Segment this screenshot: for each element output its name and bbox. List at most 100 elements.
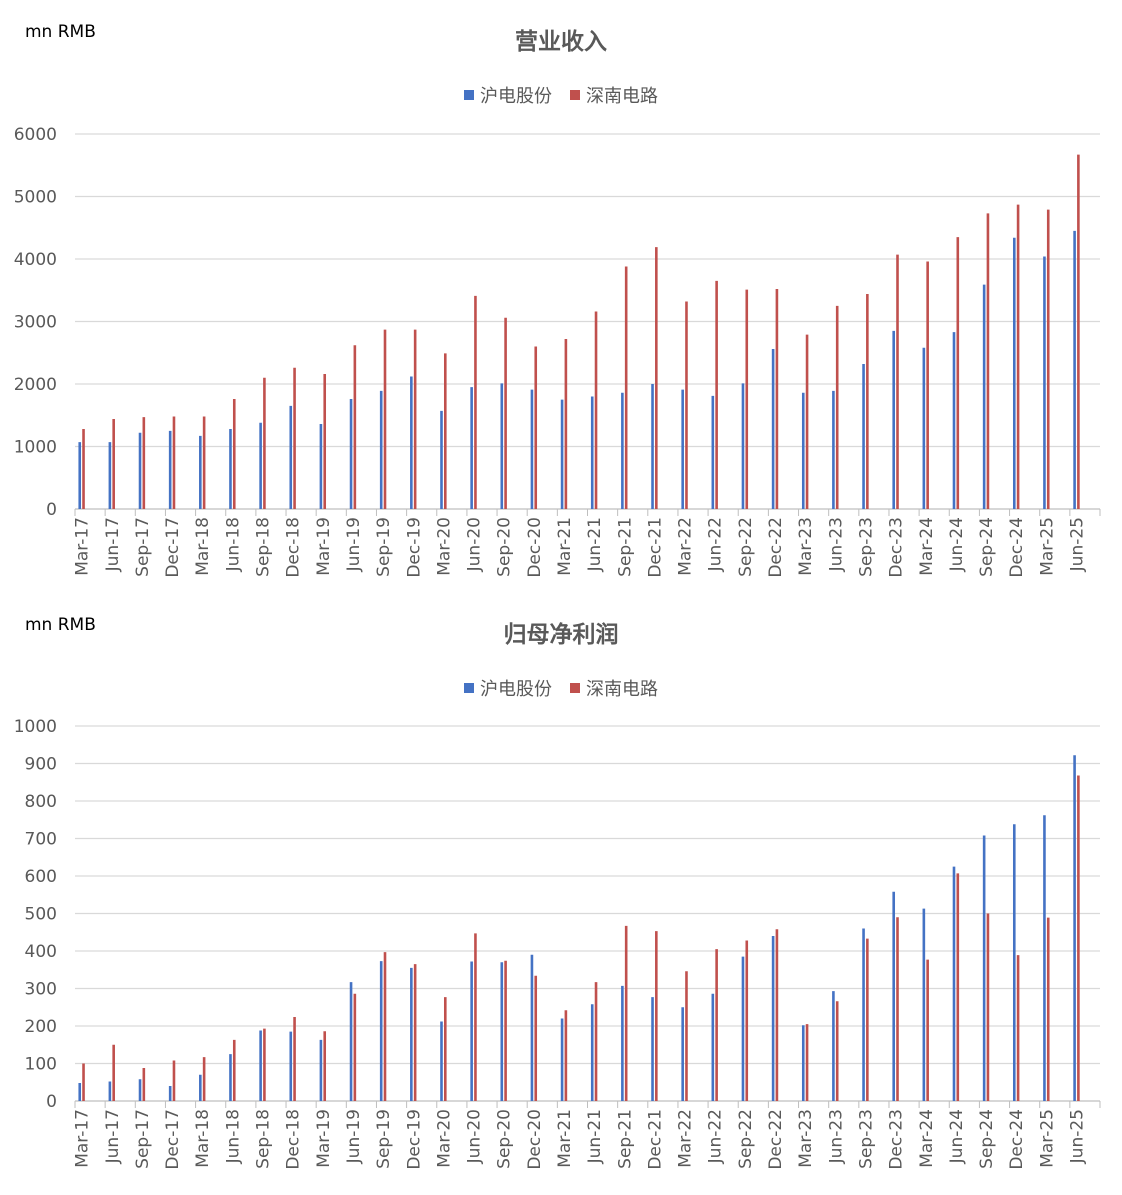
bar-shennan <box>835 1001 839 1101</box>
x-tick-label: Mar-24 <box>917 517 937 576</box>
x-tick-label: Dec-18 <box>284 1109 304 1170</box>
bar-shennan <box>594 311 598 509</box>
bar-hudian <box>138 432 142 509</box>
bar-hudian <box>470 961 473 1101</box>
bar-shennan <box>202 416 206 509</box>
bar-hudian <box>560 1018 564 1101</box>
bar-shennan <box>956 873 960 1101</box>
y-tick-label: 3000 <box>14 313 57 333</box>
x-tick-label: Mar-23 <box>796 1109 816 1168</box>
bar-hudian <box>229 1054 232 1101</box>
bar-shennan <box>986 913 990 1101</box>
y-tick-label: 800 <box>25 792 57 812</box>
bar-shennan <box>866 938 869 1101</box>
x-tick-label: Mar-18 <box>193 517 213 576</box>
bar-shennan <box>896 254 899 509</box>
legend-item-shennan: 深南电路 <box>570 675 658 701</box>
x-tick-label: Jun-22 <box>706 1109 726 1164</box>
x-tick-label: Sep-23 <box>856 1109 876 1169</box>
revenue-chart-panel: mn RMB 营业收入 沪电股份 深南电路 0 1000 2000 3000 4000 5… <box>0 0 1122 593</box>
y-tick-label: 900 <box>25 755 57 775</box>
x-tick-label: Dec-19 <box>404 517 424 578</box>
bar-shennan <box>112 1044 115 1101</box>
x-tick-label: Dec-23 <box>887 517 907 578</box>
chart-legend: 沪电股份 深南电路 <box>0 82 1122 108</box>
bar-hudian <box>862 928 865 1101</box>
x-tick-label: Dec-18 <box>284 517 304 578</box>
x-tick-label: Mar-19 <box>314 1109 334 1168</box>
bar-shennan <box>1046 917 1050 1101</box>
x-tick-label: Mar-22 <box>676 1109 696 1168</box>
bar-shennan <box>82 429 85 509</box>
bar-shennan <box>413 964 417 1101</box>
x-tick-label: Jun-20 <box>465 517 485 572</box>
bar-shennan <box>82 1063 85 1101</box>
bar-hudian <box>349 982 353 1101</box>
bar-shennan <box>655 247 658 509</box>
bar-shennan <box>323 374 327 509</box>
bar-hudian <box>440 410 443 509</box>
bar-shennan <box>926 959 929 1101</box>
bar-shennan <box>443 353 447 509</box>
legend-label-shennan: 深南电路 <box>586 679 658 700</box>
legend-swatch-hudian <box>464 90 474 100</box>
bar-hudian <box>771 349 775 509</box>
y-tick-label: 500 <box>25 905 57 925</box>
bar-hudian <box>1012 824 1016 1101</box>
bar-shennan <box>534 346 538 509</box>
bar-shennan <box>383 952 387 1101</box>
bar-hudian <box>741 956 745 1101</box>
bar-hudian <box>651 384 654 509</box>
bar-shennan <box>715 949 718 1101</box>
bar-shennan <box>805 1024 809 1101</box>
x-tick-label: Jun-24 <box>947 517 967 572</box>
bar-hudian <box>621 985 624 1101</box>
bar-hudian <box>681 1007 684 1101</box>
bar-shennan <box>775 929 779 1101</box>
bar-hudian <box>801 1025 805 1101</box>
bar-shennan <box>263 377 266 509</box>
legend-swatch-shennan <box>570 90 580 100</box>
x-tick-label: Jun-22 <box>706 517 726 572</box>
bar-hudian <box>108 442 112 509</box>
bar-hudian <box>1043 256 1046 509</box>
bar-shennan <box>986 213 990 509</box>
bar-hudian <box>892 891 896 1101</box>
bar-hudian <box>1073 755 1076 1101</box>
bar-shennan <box>353 345 357 509</box>
bar-shennan <box>564 1010 568 1101</box>
bar-shennan <box>172 416 176 509</box>
bar-shennan <box>112 419 115 509</box>
bar-shennan <box>323 1031 327 1101</box>
bar-shennan <box>142 1068 146 1101</box>
x-tick-label: Sep-21 <box>615 517 635 577</box>
bar-hudian <box>741 383 745 509</box>
x-tick-label: Sep-23 <box>856 517 876 577</box>
bar-shennan <box>896 917 899 1101</box>
bar-shennan <box>564 339 568 509</box>
bar-hudian <box>1073 230 1076 509</box>
bar-shennan <box>956 237 960 509</box>
x-tick-label: Sep-17 <box>133 517 153 577</box>
bar-shennan <box>232 1039 236 1101</box>
x-tick-label: Mar-25 <box>1037 1109 1057 1168</box>
x-tick-label: Sep-19 <box>374 1109 394 1169</box>
x-tick-label: Mar-21 <box>555 1109 575 1168</box>
x-tick-label: Dec-23 <box>887 1109 907 1170</box>
bar-shennan <box>805 334 809 509</box>
x-tick-label: Jun-19 <box>344 1109 364 1164</box>
bar-hudian <box>711 395 715 509</box>
x-tick-label: Mar-24 <box>917 1109 937 1168</box>
x-tick-label: Jun-17 <box>103 1109 123 1164</box>
bar-hudian <box>410 376 413 509</box>
bar-shennan <box>1016 204 1020 509</box>
legend-label-hudian: 沪电股份 <box>480 679 552 700</box>
bar-hudian <box>319 424 323 509</box>
x-tick-label: Dec-24 <box>1007 1109 1027 1170</box>
y-tick-label: 2000 <box>14 375 57 395</box>
bar-shennan <box>745 289 749 509</box>
legend-item-shennan: 深南电路 <box>570 82 658 108</box>
unit-label: mn RMB <box>25 22 96 42</box>
x-tick-label: Jun-25 <box>1067 1109 1087 1164</box>
chart-title: 营业收入 <box>515 29 607 55</box>
